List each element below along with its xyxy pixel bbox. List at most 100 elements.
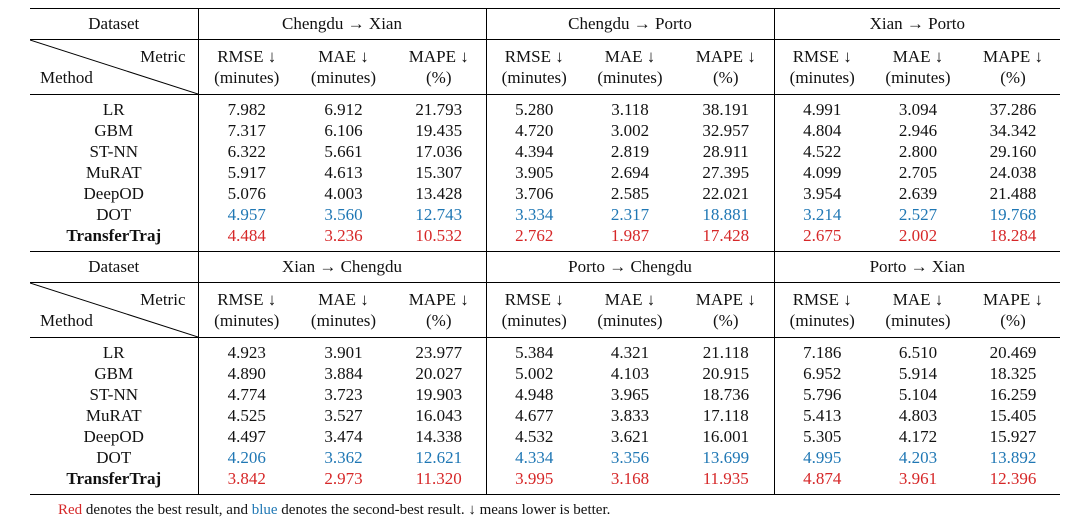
table-cell: 2.762 — [485, 225, 582, 246]
table-cell: 4.206 — [197, 447, 295, 468]
table-row: TransferTraj 3.842 2.973 11.320 3.995 3.168 11… — [30, 468, 1060, 489]
table-cell: 2.317 — [610, 205, 650, 224]
table-cell: 7.982 — [197, 99, 295, 120]
table-cell: 3.002 — [610, 121, 650, 140]
table-cell: 4.874 — [773, 468, 870, 489]
metric-unit: (minutes) — [597, 311, 663, 330]
table-cell: 4.099 — [773, 162, 870, 183]
metric-header: RMSE ↓ (minutes) — [485, 282, 582, 338]
table-cell: 4.203 — [898, 448, 938, 467]
table-cell: 4.957 — [197, 204, 295, 225]
table-cell: 17.428 — [702, 226, 750, 245]
table-cell: 3.474 — [324, 427, 363, 446]
table-cell: 20.027 — [415, 364, 463, 383]
table-row: TransferTraj 4.484 3.236 10.532 2.762 1.987 17… — [30, 225, 1060, 246]
table-cell: 16.043 — [415, 406, 463, 425]
metric-unit: (%) — [1000, 68, 1026, 87]
metric-unit: (minutes) — [501, 68, 567, 87]
table-cell: 6.106 — [324, 121, 363, 140]
table-cell: 2.800 — [898, 142, 938, 161]
table-cell: 4.677 — [485, 405, 582, 426]
group-header-row: Dataset Xian → Chengdu Porto → Chengdu Port… — [30, 251, 1061, 283]
method-name: TransferTraj — [66, 469, 162, 488]
spacer-row — [30, 246, 1060, 252]
table-row: GBM 4.890 3.884 20.027 5.002 4.103 20.915 6.952… — [30, 363, 1060, 384]
table-cell: 11.935 — [702, 469, 749, 488]
metric-header: MAE ↓ (minutes) — [870, 282, 966, 338]
table-cell: 6.952 — [773, 363, 870, 384]
table-cell: 32.957 — [702, 121, 750, 140]
dataset-group-header: Porto → Xian — [773, 251, 1061, 283]
table-cell: 19.903 — [415, 385, 463, 404]
method-label: Method — [40, 311, 93, 330]
table-cell: 19.768 — [989, 205, 1037, 224]
metric-name: MAPE ↓ — [695, 290, 756, 309]
table-cell: 5.917 — [197, 162, 295, 183]
table-cell: 5.661 — [324, 142, 363, 161]
spacer-row — [30, 94, 1061, 99]
table-cell: 20.915 — [702, 364, 750, 383]
table-row: ST-NN 4.774 3.723 19.903 4.948 3.965 18.736 5.7… — [30, 384, 1060, 405]
table-cell: 11.320 — [415, 469, 462, 488]
table-cell: 3.842 — [197, 468, 295, 489]
table-row: LR 7.982 6.912 21.793 5.280 3.118 38.191 4.991 3… — [30, 99, 1060, 120]
metric-header: MAE ↓ (minutes) — [295, 282, 392, 338]
table-row: MuRAT 5.917 4.613 15.307 3.905 2.694 27.395 4.0… — [30, 162, 1060, 183]
spacer-row — [30, 337, 1061, 342]
metric-unit: (minutes) — [310, 311, 377, 330]
table-cell: 17.036 — [415, 142, 463, 161]
table-cell: 6.510 — [898, 343, 938, 362]
table-cell: 3.901 — [324, 343, 363, 362]
spacer-row — [30, 489, 1061, 495]
table-cell: 3.334 — [485, 204, 582, 225]
table-cell: 18.736 — [702, 385, 750, 404]
metric-name: MAPE ↓ — [408, 47, 469, 66]
method-name: MuRAT — [85, 163, 142, 182]
metric-name: RMSE ↓ — [504, 47, 564, 66]
metric-header-row: Metric Method RMSE ↓ (minutes) MAE ↓ (minutes… — [30, 39, 1061, 95]
table-cell: 4.991 — [773, 99, 870, 120]
table-cell: 34.342 — [989, 121, 1037, 140]
table-row: LR 4.923 3.901 23.977 5.384 4.321 21.118 7.186 6… — [30, 342, 1060, 363]
table-cell: 14.338 — [415, 427, 463, 446]
table-cell: 24.038 — [989, 163, 1037, 182]
table-cell: 4.484 — [197, 225, 295, 246]
table-row: DOT 4.206 3.362 12.621 4.334 3.356 13.699 4.995… — [30, 447, 1060, 468]
metric-name: RMSE ↓ — [217, 290, 277, 309]
table-cell: 5.914 — [898, 364, 938, 383]
footnote-text-1: denotes the best result, and — [82, 502, 252, 518]
metric-header: MAPE ↓ (%) — [966, 39, 1061, 95]
table-cell: 3.706 — [485, 183, 582, 204]
metric-name: MAPE ↓ — [983, 47, 1043, 66]
table-cell: 3.094 — [898, 100, 938, 119]
footnote-blue-word: blue — [251, 502, 278, 518]
table-cell: 5.104 — [898, 385, 938, 404]
dataset-group-header: Xian → Chengdu — [197, 251, 486, 283]
table-cell: 10.532 — [415, 226, 463, 245]
table-cell: 5.305 — [773, 426, 870, 447]
metric-unit: (minutes) — [885, 68, 951, 87]
table-cell: 3.965 — [610, 385, 650, 404]
metric-unit: (minutes) — [501, 311, 567, 330]
metric-name: MAE ↓ — [604, 290, 656, 309]
metric-name: MAE ↓ — [604, 47, 656, 66]
table-cell: 3.356 — [610, 448, 650, 467]
metric-name: MAPE ↓ — [408, 290, 469, 309]
table-cell: 2.946 — [898, 121, 938, 140]
metric-unit: (%) — [713, 68, 739, 87]
metric-name: MAE ↓ — [318, 47, 369, 66]
table-cell: 4.532 — [485, 426, 582, 447]
table-cell: 4.003 — [324, 184, 363, 203]
table-cell: 3.362 — [324, 448, 363, 467]
table-cell: 3.954 — [773, 183, 870, 204]
table-cell: 4.720 — [485, 120, 582, 141]
table-cell: 4.103 — [610, 364, 650, 383]
table-cell: 22.021 — [702, 184, 750, 203]
table-cell: 18.284 — [989, 226, 1037, 245]
table-cell: 4.613 — [324, 163, 363, 182]
metric-name: RMSE ↓ — [792, 290, 852, 309]
table-cell: 2.585 — [610, 184, 650, 203]
table-cell: 3.961 — [898, 469, 938, 488]
metric-header: RMSE ↓ (minutes) — [485, 39, 582, 95]
metric-name: MAE ↓ — [318, 290, 369, 309]
